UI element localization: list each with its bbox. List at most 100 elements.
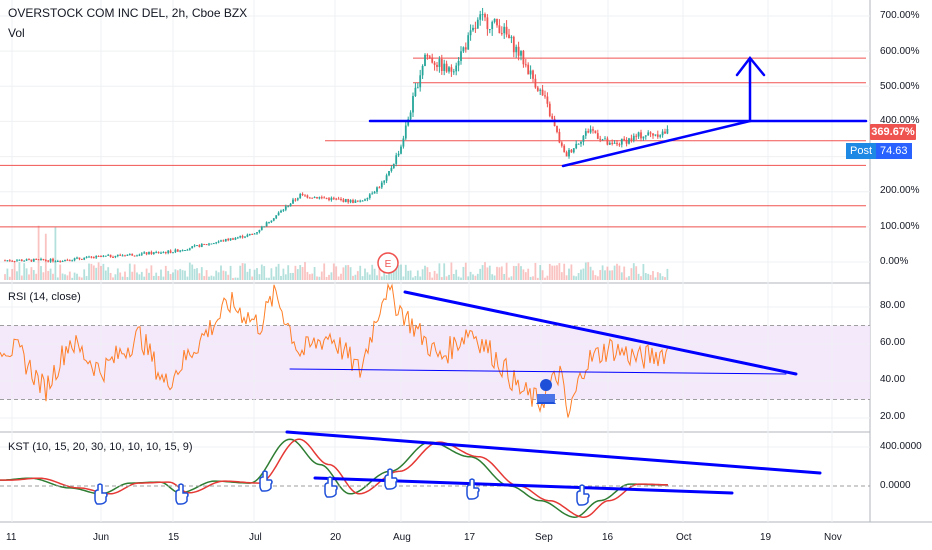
candle-body — [462, 47, 465, 52]
volume-bar — [136, 272, 138, 280]
volume-bar — [587, 262, 590, 280]
volume-bar — [100, 265, 102, 280]
volume-bar — [352, 275, 354, 280]
candle-body — [534, 78, 537, 88]
candle-body — [445, 63, 448, 72]
candle-body — [234, 238, 237, 240]
candle-body — [25, 259, 28, 261]
candle-body — [532, 70, 534, 79]
volume-bar — [35, 273, 38, 280]
candle-body — [289, 203, 292, 207]
candle-body — [536, 87, 539, 91]
candle-body — [426, 54, 429, 57]
volume-bar — [510, 276, 513, 280]
candle-body — [270, 220, 273, 223]
volume-bar — [301, 267, 304, 280]
candle-body — [500, 33, 503, 35]
kst-support-line — [313, 476, 734, 495]
pointing-hand-icon — [324, 476, 338, 498]
candle-body — [100, 256, 102, 258]
candle-body — [193, 245, 196, 247]
candle-body — [565, 152, 568, 157]
candle-body — [342, 199, 345, 202]
candle-body — [212, 243, 215, 245]
volume-bar — [150, 265, 153, 280]
candle-body — [467, 35, 470, 50]
candle-body — [376, 187, 378, 192]
volume-bar — [448, 274, 450, 280]
volume-bar — [157, 276, 160, 280]
earnings-marker-circle[interactable] — [377, 252, 399, 274]
volume-bar — [635, 266, 638, 280]
volume-bar — [232, 277, 234, 280]
post-value: 74.63 — [876, 143, 912, 159]
candle-body — [613, 142, 616, 144]
volume-bar — [239, 265, 242, 280]
volume-bar — [335, 266, 338, 280]
candle-body — [551, 116, 554, 119]
candle-body — [524, 64, 527, 66]
volume-bar — [520, 266, 522, 280]
candle-body — [419, 75, 422, 88]
volume-label: Vol — [8, 26, 25, 40]
time-tick-label: Aug — [393, 532, 411, 543]
pointing-hand-icon — [175, 483, 189, 505]
volume-bar — [140, 271, 143, 280]
hand-shape — [175, 483, 189, 505]
volume-bar — [431, 277, 434, 280]
volume-bar — [128, 263, 131, 280]
candle-body — [539, 89, 542, 91]
candle-body — [169, 250, 172, 253]
volume-bar — [210, 275, 213, 280]
volume-bar — [392, 267, 395, 280]
volume-bar — [287, 265, 290, 280]
candle-body — [630, 138, 633, 141]
pointing-hand-icon — [466, 478, 480, 500]
candle-body — [284, 206, 287, 210]
volume-bar — [498, 267, 501, 280]
hand-shape — [324, 476, 338, 498]
candle-body — [352, 200, 354, 203]
candle-body — [107, 254, 110, 256]
time-tick-label: Nov — [824, 532, 842, 543]
candle-body — [637, 132, 640, 137]
volume-bar — [116, 268, 119, 280]
volume-bar — [109, 272, 112, 280]
volume-bar — [265, 277, 268, 280]
volume-bar — [488, 265, 491, 280]
volume-bar — [167, 270, 170, 280]
candle-body — [589, 129, 592, 133]
horizontal-levels[interactable] — [0, 57, 866, 228]
volume-bar — [349, 267, 352, 280]
volume-bar — [328, 274, 330, 280]
volume-bar — [337, 276, 340, 280]
volume-bar — [515, 266, 518, 280]
volume-bar — [330, 272, 333, 280]
volume-bar — [558, 263, 561, 280]
candle-body — [35, 258, 38, 260]
candle-body — [428, 56, 431, 58]
volume-bar — [179, 268, 182, 280]
candle-body — [119, 254, 122, 256]
volume-bar — [253, 269, 256, 280]
volume-bar — [596, 276, 599, 280]
volume-bar — [548, 263, 551, 280]
time-tick-label: 20 — [330, 532, 342, 543]
kst-tick-label: 0.0000 — [880, 480, 911, 491]
candle-body — [90, 256, 93, 258]
person-icon — [536, 379, 556, 404]
volume-bar — [40, 266, 42, 280]
candle-body — [188, 248, 191, 250]
volume-bar — [176, 270, 179, 280]
volume-bar — [272, 276, 275, 280]
candle-body — [390, 168, 393, 172]
volume-bar — [522, 269, 525, 280]
candle-body — [330, 197, 333, 201]
pointing-hand-icon — [384, 468, 398, 490]
candle-body — [493, 18, 496, 22]
horizontal-grid — [0, 15, 870, 448]
volume-bar — [433, 270, 436, 280]
volume-bar — [296, 269, 299, 280]
candle-body — [191, 246, 194, 249]
